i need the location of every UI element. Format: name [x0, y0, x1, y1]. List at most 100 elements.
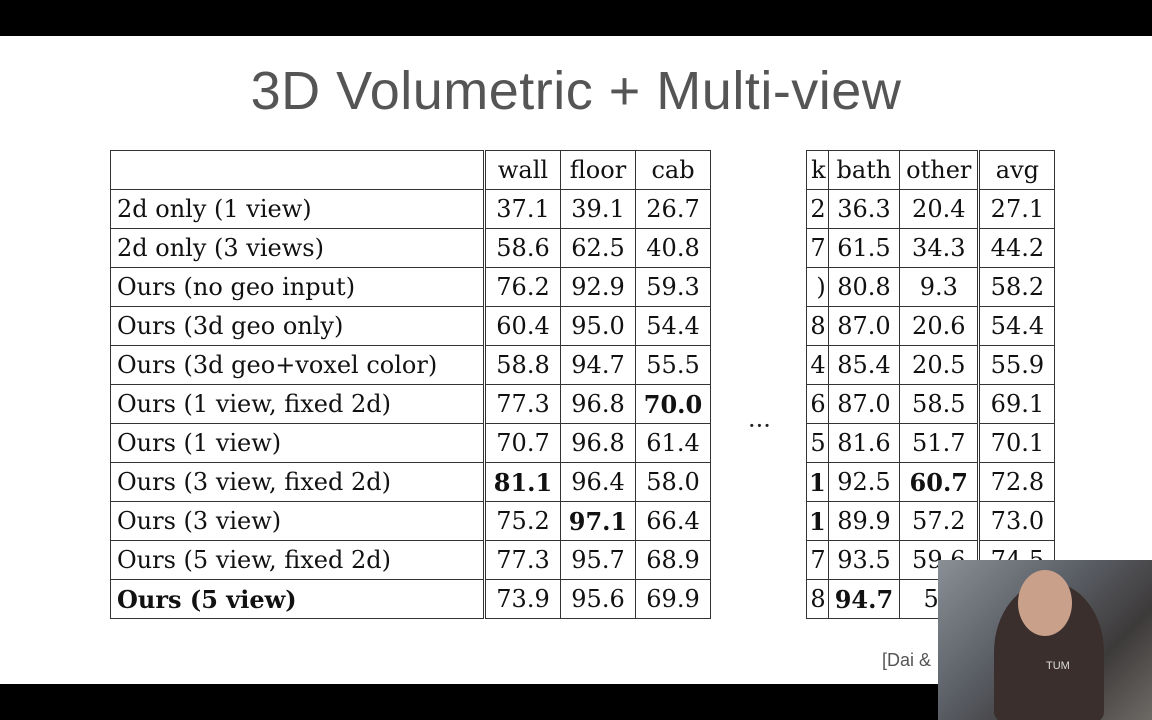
cell-cab: 66.4: [635, 501, 711, 541]
cell-cab: 69.9: [635, 579, 711, 619]
row-label: Ours (1 view): [110, 423, 486, 463]
row-label: 2d only (3 views): [110, 228, 486, 268]
cell-floor: 95.7: [560, 540, 636, 580]
cell-cab: 26.7: [635, 189, 711, 229]
cell-wall: 77.3: [484, 384, 561, 424]
cell-other: 9.3: [899, 267, 980, 307]
cell-wall: 77.3: [484, 540, 561, 580]
table-row: 8 87.0 20.6 54.4: [806, 306, 1056, 346]
cell-floor: 94.7: [560, 345, 636, 385]
table-row: Ours (1 view) 70.7 96.8 61.4: [110, 423, 711, 463]
slide-title: 3D Volumetric + Multi-view: [250, 61, 902, 121]
cell-truncated: 1: [806, 462, 829, 502]
cell-floor: 97.1: [560, 501, 636, 541]
cell-bath: 87.0: [827, 306, 901, 346]
results-table-right: k bath other avg 2 36.3 20.4 27.1 7 61.5…: [806, 150, 1056, 619]
cell-cab: 70.0: [635, 384, 711, 424]
cell-truncated: 5: [806, 423, 829, 463]
cell-bath: 87.0: [827, 384, 901, 424]
cell-avg: 54.4: [977, 306, 1056, 346]
cell-other: 20.6: [899, 306, 980, 346]
cell-bath: 61.5: [827, 228, 901, 268]
cell-truncated: 2: [806, 189, 829, 229]
cell-other: 51.7: [899, 423, 980, 463]
row-label: Ours (3d geo+voxel color): [110, 345, 486, 385]
table-row: 2 36.3 20.4 27.1: [806, 189, 1056, 229]
cell-cab: 54.4: [635, 306, 711, 346]
cell-floor: 92.9: [560, 267, 636, 307]
cell-avg: 58.2: [977, 267, 1056, 307]
table-row: 7 61.5 34.3 44.2: [806, 228, 1056, 268]
header-wall: wall: [484, 150, 561, 190]
cell-wall: 76.2: [484, 267, 561, 307]
cell-other: 57.2: [899, 501, 980, 541]
cell-floor: 95.0: [560, 306, 636, 346]
row-label: Ours (5 view, fixed 2d): [110, 540, 486, 580]
cell-truncated: ): [806, 267, 829, 307]
cell-bath: 92.5: [827, 462, 901, 502]
cell-bath: 80.8: [827, 267, 901, 307]
cell-avg: 27.1: [977, 189, 1056, 229]
cell-bath: 93.5: [827, 540, 901, 580]
table-header-row: k bath other avg: [806, 150, 1056, 190]
cell-wall: 70.7: [484, 423, 561, 463]
cell-wall: 73.9: [484, 579, 561, 619]
table-row: Ours (1 view, fixed 2d) 77.3 96.8 70.0: [110, 384, 711, 424]
cell-floor: 39.1: [560, 189, 636, 229]
cell-floor: 96.8: [560, 384, 636, 424]
table-row: ) 80.8 9.3 58.2: [806, 267, 1056, 307]
header-avg: avg: [977, 150, 1056, 190]
table-row: Ours (5 view, fixed 2d) 77.3 95.7 68.9: [110, 540, 711, 580]
citation: [Dai &: [882, 650, 932, 670]
table-row: Ours (3 view, fixed 2d) 81.1 96.4 58.0: [110, 462, 711, 502]
cell-cab: 61.4: [635, 423, 711, 463]
header-truncated: k: [806, 150, 829, 190]
cell-cab: 68.9: [635, 540, 711, 580]
shirt-logo: TUM: [1046, 660, 1070, 672]
cell-bath: 85.4: [827, 345, 901, 385]
table-row: 1 89.9 57.2 73.0: [806, 501, 1056, 541]
table-row: 6 87.0 58.5 69.1: [806, 384, 1056, 424]
cell-truncated: 8: [806, 306, 829, 346]
cell-other: 58.5: [899, 384, 980, 424]
cell-avg: 70.1: [977, 423, 1056, 463]
cell-floor: 96.4: [560, 462, 636, 502]
header-floor: floor: [560, 150, 636, 190]
cell-avg: 55.9: [977, 345, 1056, 385]
table-row: Ours (no geo input) 76.2 92.9 59.3: [110, 267, 711, 307]
cell-other: 34.3: [899, 228, 980, 268]
cell-wall: 75.2: [484, 501, 561, 541]
cell-truncated: 7: [806, 228, 829, 268]
table-row: Ours (3d geo+voxel color) 58.8 94.7 55.5: [110, 345, 711, 385]
table-row: Ours (5 view) 73.9 95.6 69.9: [110, 579, 711, 619]
cell-truncated: 1: [806, 501, 829, 541]
cell-bath: 89.9: [827, 501, 901, 541]
cell-avg: 69.1: [977, 384, 1056, 424]
cell-floor: 62.5: [560, 228, 636, 268]
table-row: Ours (3 view) 75.2 97.1 66.4: [110, 501, 711, 541]
cell-cab: 55.5: [635, 345, 711, 385]
table-header-row: wall floor cab: [110, 150, 711, 190]
cell-cab: 59.3: [635, 267, 711, 307]
header-empty-cell: [110, 150, 486, 190]
cell-wall: 81.1: [484, 462, 561, 502]
cell-other: 20.5: [899, 345, 980, 385]
cell-bath: 36.3: [827, 189, 901, 229]
row-label: Ours (3d geo only): [110, 306, 486, 346]
cell-bath: 81.6: [827, 423, 901, 463]
cell-truncated: 7: [806, 540, 829, 580]
table-row: 7 93.5 59.6 74.5: [806, 540, 1056, 580]
row-label: Ours (3 view, fixed 2d): [110, 462, 486, 502]
cell-truncated: 6: [806, 384, 829, 424]
presenter-head: [1018, 570, 1072, 636]
cell-avg: 73.0: [977, 501, 1056, 541]
webcam-overlay: TUM: [938, 560, 1152, 720]
row-label: Ours (5 view): [110, 579, 486, 619]
cell-truncated: 8: [806, 579, 829, 619]
header-other: other: [899, 150, 980, 190]
cell-avg: 44.2: [977, 228, 1056, 268]
table-row: 2d only (1 view) 37.1 39.1 26.7: [110, 189, 711, 229]
table-row: 4 85.4 20.5 55.9: [806, 345, 1056, 385]
cell-other: 60.7: [899, 462, 980, 502]
cell-cab: 40.8: [635, 228, 711, 268]
